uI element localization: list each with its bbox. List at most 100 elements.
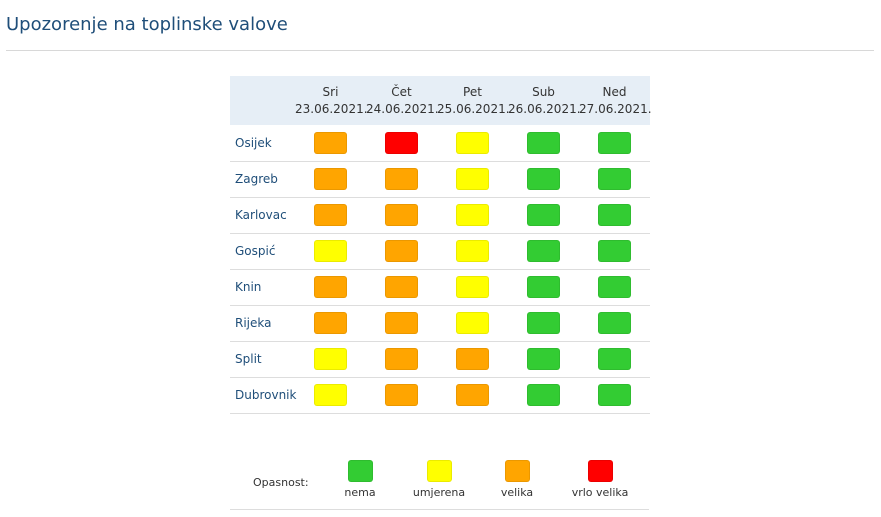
city-row: Gospić (230, 233, 650, 269)
city-row: Rijeka (230, 305, 650, 341)
danger-level-swatch (385, 204, 418, 226)
forecast-cell (366, 305, 437, 341)
city-row: Zagreb (230, 161, 650, 197)
forecast-cell (579, 341, 650, 377)
city-name: Zagreb (235, 172, 278, 186)
city-name: Dubrovnik (235, 388, 297, 402)
danger-level-swatch (598, 131, 631, 154)
danger-legend: Opasnost: nema umjerena velika vrlo veli… (230, 448, 649, 510)
danger-level-swatch (456, 131, 489, 154)
danger-level-swatch (314, 348, 347, 370)
forecast-cell (437, 377, 508, 413)
forecast-cell (295, 161, 366, 197)
legend-item-umjerena: umjerena (399, 460, 479, 499)
legend-swatch (426, 460, 452, 482)
legend-swatch (504, 460, 530, 482)
day-date: 24.06.2021. (366, 101, 439, 116)
danger-level-swatch (314, 240, 347, 262)
table-header-row: Sri 23.06.2021. Čet 24.06.2021. Pet 25.0… (230, 76, 652, 125)
danger-level-swatch (598, 348, 631, 370)
danger-level-swatch (314, 384, 347, 406)
danger-level-swatch (456, 276, 489, 298)
forecast-cell (508, 197, 579, 233)
danger-level-swatch (385, 168, 418, 190)
danger-level-swatch (456, 312, 489, 334)
forecast-cell (508, 341, 579, 377)
forecast-cell (437, 305, 508, 341)
legend-swatch (587, 460, 613, 482)
forecast-cell (579, 197, 650, 233)
day-header-1: Čet 24.06.2021. (366, 76, 439, 125)
forecast-cell (579, 233, 650, 269)
forecast-cell (295, 269, 366, 305)
city-row: Split (230, 341, 650, 377)
day-date: 23.06.2021. (295, 101, 368, 116)
forecast-cell (508, 233, 579, 269)
forecast-cell (508, 305, 579, 341)
danger-level-swatch (456, 240, 489, 262)
danger-level-swatch (314, 312, 347, 334)
danger-level-swatch (598, 204, 631, 226)
day-name: Sri (322, 84, 339, 99)
day-name: Sub (532, 84, 555, 99)
city-row: Dubrovnik (230, 377, 650, 413)
danger-level-swatch (385, 276, 418, 298)
forecast-cell (295, 377, 366, 413)
danger-level-swatch (598, 384, 631, 406)
forecast-cell (437, 341, 508, 377)
danger-level-swatch (314, 276, 347, 298)
city-row: Osijek (230, 125, 650, 161)
danger-level-swatch (456, 168, 489, 190)
day-date: 26.06.2021. (508, 101, 581, 116)
city-name: Knin (235, 280, 262, 294)
forecast-cell (579, 161, 650, 197)
city-name: Split (235, 352, 262, 366)
day-date: 25.06.2021. (437, 101, 510, 116)
city-name: Osijek (235, 135, 272, 150)
day-header-0: Sri 23.06.2021. (295, 76, 368, 125)
danger-level-swatch (527, 312, 560, 334)
heatwave-warning-table: Sri 23.06.2021. Čet 24.06.2021. Pet 25.0… (230, 76, 652, 414)
danger-level-swatch (527, 168, 560, 190)
danger-level-swatch (527, 384, 560, 406)
city-name: Gospić (235, 244, 276, 258)
legend-label: Opasnost: (253, 476, 309, 489)
danger-level-swatch (385, 240, 418, 262)
forecast-cell (366, 377, 437, 413)
legend-item-velika: velika (477, 460, 557, 499)
title-divider (6, 50, 874, 51)
danger-level-swatch (527, 204, 560, 226)
danger-level-swatch (598, 312, 631, 334)
forecast-cell (437, 161, 508, 197)
forecast-cell (579, 125, 650, 161)
forecast-cell (437, 197, 508, 233)
day-name: Pet (463, 84, 482, 99)
danger-level-swatch (314, 204, 347, 226)
forecast-cell (508, 269, 579, 305)
forecast-cell (366, 197, 437, 233)
danger-level-swatch (385, 312, 418, 334)
legend-text: nema (344, 486, 376, 499)
danger-level-swatch (385, 384, 418, 406)
forecast-cell (508, 377, 579, 413)
legend-item-vrlo-velika: vrlo velika (560, 460, 640, 499)
forecast-cell (579, 377, 650, 413)
forecast-cell (508, 161, 579, 197)
city-column-header (230, 76, 295, 125)
forecast-cell (366, 125, 437, 161)
forecast-cell (295, 125, 366, 161)
danger-level-swatch (598, 240, 631, 262)
danger-level-swatch (598, 276, 631, 298)
forecast-cell (295, 305, 366, 341)
forecast-cell (366, 341, 437, 377)
day-header-4: Ned 27.06.2021. (579, 76, 652, 125)
danger-level-swatch (527, 240, 560, 262)
forecast-cell (366, 269, 437, 305)
forecast-cell (508, 125, 579, 161)
city-row: Karlovac (230, 197, 650, 233)
day-header-2: Pet 25.06.2021. (437, 76, 510, 125)
danger-level-swatch (527, 348, 560, 370)
danger-level-swatch (527, 131, 560, 154)
forecast-cell (437, 269, 508, 305)
danger-level-swatch (385, 131, 418, 154)
